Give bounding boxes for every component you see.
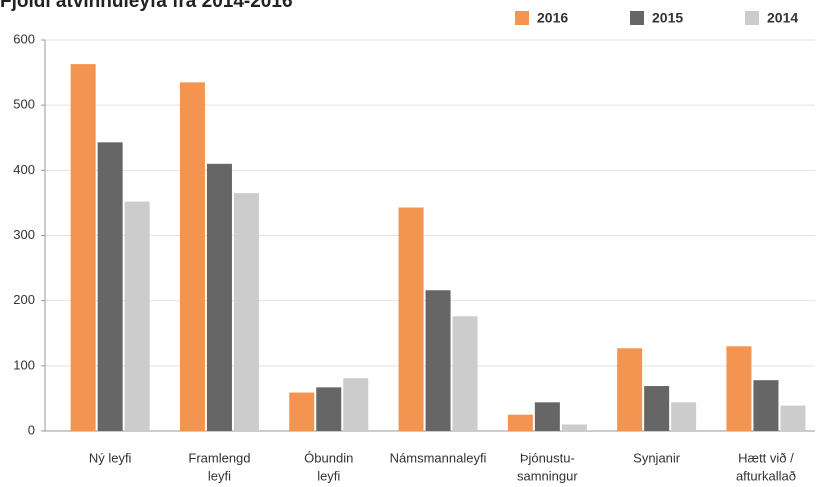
x-tick-label: Ný leyfi bbox=[89, 450, 132, 465]
x-tick-label: Synjanir bbox=[633, 450, 681, 465]
x-tick-label: afturkallað bbox=[736, 468, 796, 483]
x-tick-label: Hætt við / bbox=[738, 450, 794, 465]
legend-swatch bbox=[745, 11, 759, 25]
legend-label: 2016 bbox=[537, 10, 568, 26]
y-tick-label: 0 bbox=[28, 422, 35, 437]
bar bbox=[316, 387, 342, 431]
bar bbox=[534, 402, 560, 431]
bar bbox=[644, 386, 670, 431]
bar bbox=[671, 402, 697, 431]
y-tick-label: 100 bbox=[13, 357, 35, 372]
bar bbox=[289, 392, 315, 431]
x-tick-label: samningur bbox=[517, 468, 578, 483]
bar bbox=[617, 348, 643, 431]
chart-title: Fjöldi atvinnuleyfa frá 2014-2016 bbox=[0, 0, 293, 12]
bar bbox=[398, 207, 424, 431]
bar bbox=[343, 378, 369, 431]
x-tick-label: leyfi bbox=[317, 468, 340, 483]
bar bbox=[780, 405, 806, 431]
y-tick-label: 600 bbox=[13, 31, 35, 46]
bar bbox=[561, 424, 587, 431]
bar bbox=[507, 414, 533, 431]
y-tick-label: 300 bbox=[13, 227, 35, 242]
x-tick-label: leyfi bbox=[208, 468, 231, 483]
bar bbox=[425, 290, 451, 431]
bar bbox=[726, 346, 752, 431]
x-tick-label: Framlengd bbox=[188, 450, 250, 465]
y-tick-label: 400 bbox=[13, 162, 35, 177]
legend-swatch bbox=[630, 11, 644, 25]
bar bbox=[452, 316, 478, 431]
x-tick-label: Námsmannaleyfi bbox=[390, 450, 487, 465]
bar bbox=[206, 163, 232, 432]
bar bbox=[233, 193, 259, 431]
x-tick-label: Óbundin bbox=[304, 450, 353, 465]
bar bbox=[124, 201, 150, 431]
y-tick-label: 200 bbox=[13, 292, 35, 307]
legend-label: 2014 bbox=[767, 10, 798, 26]
bar bbox=[753, 380, 779, 431]
legend-label: 2015 bbox=[652, 10, 683, 26]
y-tick-label: 500 bbox=[13, 97, 35, 112]
legend-swatch bbox=[515, 11, 529, 25]
bar bbox=[179, 82, 205, 431]
bar bbox=[97, 142, 123, 432]
bar bbox=[70, 64, 96, 431]
x-tick-label: Þjónustu- bbox=[520, 450, 575, 465]
